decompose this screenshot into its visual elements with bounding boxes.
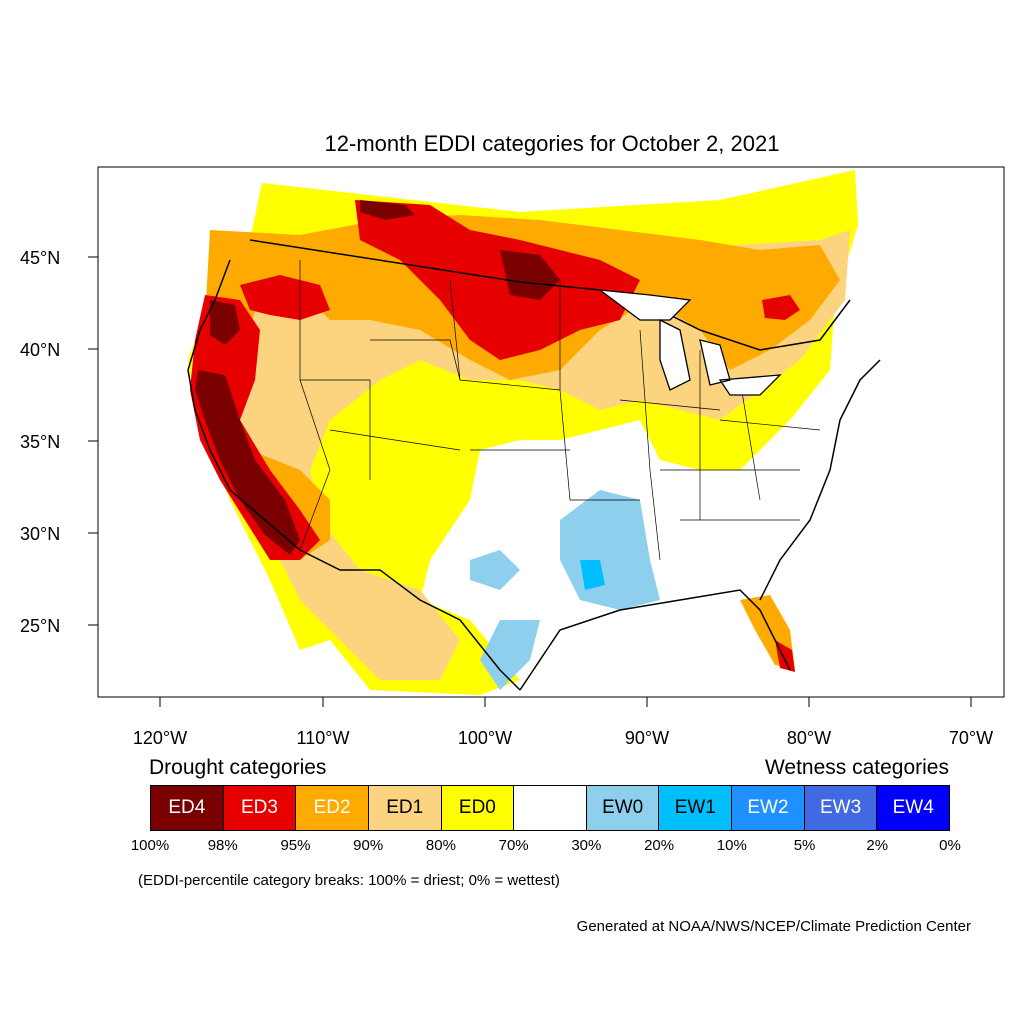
lat-label: 40°N [20,340,60,360]
legend-cell: ED1 [368,786,442,830]
legend-break-label: 0% [939,837,961,854]
category-breaks: 100% 98% 95% 90% 80% 70% 30% 20% 10% 5% 2% 0% [131,837,961,857]
category-legend: ED4 ED3 ED2 ED1 ED0 EW0 EW1 EW2 EW3 EW4 [150,785,950,831]
legend-cell: EW0 [586,786,660,830]
ed3-florida [775,640,795,672]
lon-label: 70°W [949,728,993,748]
lon-label: 100°W [458,728,512,748]
legend-break-label: 100% [130,837,170,854]
legend-cell: ED2 [296,786,369,830]
ed4-oregon [210,300,240,345]
ed1-region [200,230,850,680]
map-frame [97,166,1005,698]
ed4-north-dakota [500,250,560,300]
drought-heading: Drought categories [149,756,327,779]
ew0-texas-coast [480,620,540,690]
latitude-axis: 45°N 40°N 35°N 30°N 25°N [20,248,98,636]
legend-cell: ED4 [151,786,224,830]
legend-cell [514,786,587,830]
legend-cell: EW2 [732,786,805,830]
ed3-pacific-northwest [240,275,330,320]
legend-break-label: 10% [716,837,747,854]
lon-label: 120°W [133,728,187,748]
legend-break-label: 80% [425,837,456,854]
ew1-gulf [580,560,605,590]
lon-label: 90°W [625,728,669,748]
legend-break-label: 20% [644,837,675,854]
legend-break-label: 70% [498,837,529,854]
legend-break-label: 30% [571,837,602,854]
legend-cell: EW3 [804,786,878,830]
category-note: (EDDI-percentile category breaks: 100% =… [138,872,560,889]
ed3-west-coast [190,295,320,560]
ed3-ontario [762,295,800,320]
legend-cell: ED3 [223,786,297,830]
state-lines [299,260,821,561]
legend-break-label: 5% [793,837,816,854]
wetness-heading: Wetness categories [764,756,949,779]
legend-cell: EW1 [659,786,733,830]
ed3-northern-plains [355,200,640,360]
map-layer [185,170,881,695]
credit-text: Generated at NOAA/NWS/NCEP/Climate Predi… [576,918,971,935]
legend-cell: EW4 [877,786,950,830]
lon-label: 110°W [297,728,350,748]
legend-cell: ED0 [441,786,515,830]
lat-label: 35°N [20,432,60,452]
great-lakes [597,289,782,396]
legend-break-label: 95% [280,837,311,854]
lat-label: 30°N [20,524,60,544]
ed4-montana [360,200,415,220]
ed4-california [195,370,300,555]
legend-break-label: 90% [353,837,384,854]
legend-break-label: 98% [207,837,238,854]
lat-label: 25°N [20,616,60,636]
legend-break-label: 2% [866,837,889,854]
lon-label: 80°W [787,728,831,748]
map-title: 12-month EDDI categories for October 2, … [324,131,780,156]
eddi-map: 45°N 40°N 35°N 30°N 25°N 120°W 110°W 100… [20,166,1005,748]
longitude-axis: 120°W 110°W 100°W 90°W 80°W 70°W [133,697,993,748]
ew0-texas [470,550,520,590]
lat-label: 45°N [20,248,60,268]
